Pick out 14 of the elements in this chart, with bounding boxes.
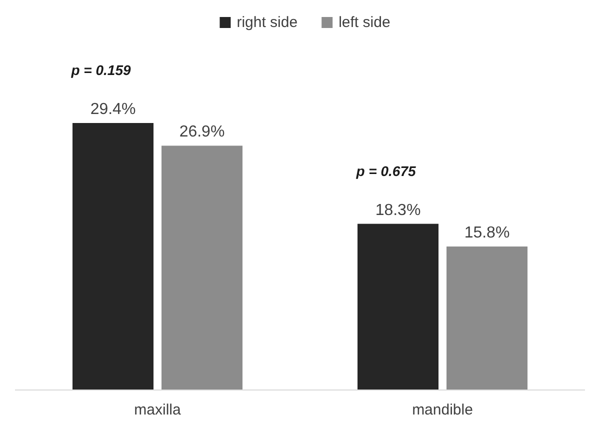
text: p = 0.159 xyxy=(70,62,131,78)
data-label: 26.9% xyxy=(179,124,225,141)
x-tick-label: mandible xyxy=(412,402,473,419)
bar xyxy=(446,246,528,390)
data-label: 18.3% xyxy=(375,202,421,219)
legend-label: right side xyxy=(236,14,298,31)
bar xyxy=(358,224,438,390)
annotation: p = 0.675 xyxy=(355,162,416,179)
bar xyxy=(72,123,154,390)
data-label: 29.4% xyxy=(90,101,136,118)
data-label: 15.8% xyxy=(464,224,510,242)
legend-label: left side xyxy=(338,14,390,31)
x-tick-label: maxilla xyxy=(134,402,182,419)
bar xyxy=(162,146,242,390)
